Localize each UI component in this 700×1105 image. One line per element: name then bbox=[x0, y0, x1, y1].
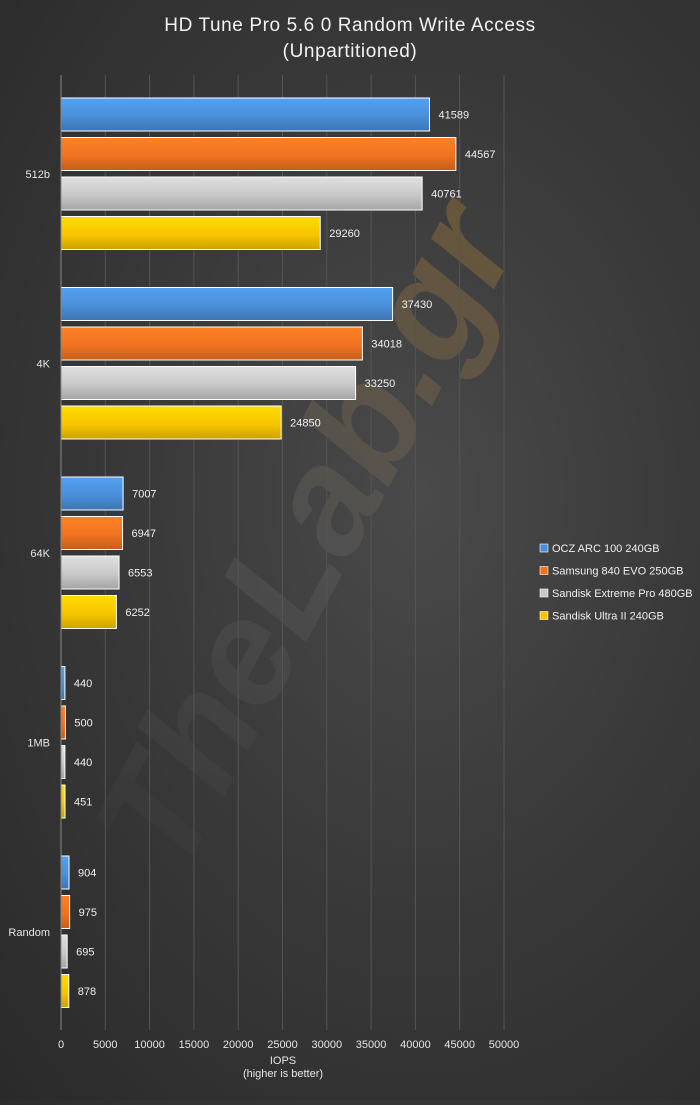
legend-label: OCZ ARC 100 240GB bbox=[552, 543, 660, 555]
x-tick-label: 35000 bbox=[356, 1039, 387, 1051]
x-tick-label: 30000 bbox=[312, 1039, 343, 1051]
data-label: 41589 bbox=[438, 110, 469, 122]
bar bbox=[60, 705, 66, 740]
x-tick-label: 40000 bbox=[400, 1039, 431, 1051]
data-label: 6553 bbox=[128, 568, 152, 580]
x-tick-label: 10000 bbox=[134, 1039, 165, 1051]
data-label: 6252 bbox=[125, 607, 149, 619]
bar bbox=[60, 555, 120, 590]
data-label: 695 bbox=[76, 947, 94, 959]
data-label: 878 bbox=[78, 986, 96, 998]
bar bbox=[60, 176, 423, 211]
data-label: 29260 bbox=[329, 228, 360, 240]
data-label: 451 bbox=[74, 797, 92, 809]
x-tick-label: 15000 bbox=[179, 1039, 210, 1051]
x-tick-label: 25000 bbox=[267, 1039, 298, 1051]
legend-swatch bbox=[539, 588, 549, 598]
chart-title: (Unpartitioned) bbox=[283, 41, 418, 62]
bar bbox=[60, 666, 66, 700]
bar bbox=[60, 974, 70, 1008]
chart-title: HD Tune Pro 5.6 0 Random Write Access bbox=[164, 15, 535, 36]
legend-label: Sandisk Extreme Pro 480GB bbox=[552, 588, 693, 600]
bar bbox=[60, 97, 430, 132]
category-label: Random bbox=[8, 927, 50, 939]
bar bbox=[60, 366, 357, 400]
bar bbox=[60, 595, 117, 629]
category-label: 512b bbox=[26, 169, 50, 181]
x-axis-label: IOPS bbox=[270, 1055, 296, 1067]
x-tick-label: 45000 bbox=[444, 1039, 475, 1051]
x-axis-label: (higher is better) bbox=[243, 1068, 323, 1080]
data-label: 33250 bbox=[365, 378, 396, 390]
data-label: 500 bbox=[74, 718, 92, 730]
legend-label: Samsung 840 EVO 250GB bbox=[552, 566, 683, 578]
legend-label: Sandisk Ultra II 240GB bbox=[552, 611, 664, 623]
data-label: 40761 bbox=[431, 189, 462, 201]
legend-swatch bbox=[539, 543, 549, 553]
legend-swatch bbox=[539, 611, 549, 620]
bar bbox=[60, 516, 124, 550]
x-tick-label: 5000 bbox=[93, 1039, 117, 1051]
category-label: 64K bbox=[30, 548, 50, 560]
bar bbox=[60, 855, 70, 890]
category-label: 4K bbox=[37, 358, 51, 370]
data-label: 24850 bbox=[290, 418, 321, 430]
bar bbox=[60, 216, 321, 250]
data-label: 7007 bbox=[132, 489, 156, 501]
data-label: 440 bbox=[74, 757, 92, 769]
x-tick-label: 0 bbox=[58, 1039, 64, 1051]
bar bbox=[60, 405, 282, 440]
legend-swatch bbox=[539, 566, 549, 575]
x-tick-label: 50000 bbox=[489, 1039, 520, 1051]
data-label: 34018 bbox=[371, 339, 402, 351]
bar bbox=[60, 745, 66, 779]
bar bbox=[60, 326, 363, 361]
data-label: 37430 bbox=[402, 299, 433, 311]
bar bbox=[60, 934, 68, 969]
data-label: 904 bbox=[78, 868, 96, 880]
bar bbox=[60, 287, 394, 321]
category-label: 1MB bbox=[27, 737, 50, 749]
data-label: 440 bbox=[74, 678, 92, 690]
bar bbox=[60, 784, 66, 819]
bar bbox=[60, 895, 71, 929]
x-tick-label: 20000 bbox=[223, 1039, 254, 1051]
data-label: 6947 bbox=[132, 528, 156, 540]
bar bbox=[60, 476, 124, 511]
bar bbox=[60, 137, 457, 171]
data-label: 975 bbox=[79, 907, 97, 919]
data-label: 44567 bbox=[465, 149, 496, 161]
